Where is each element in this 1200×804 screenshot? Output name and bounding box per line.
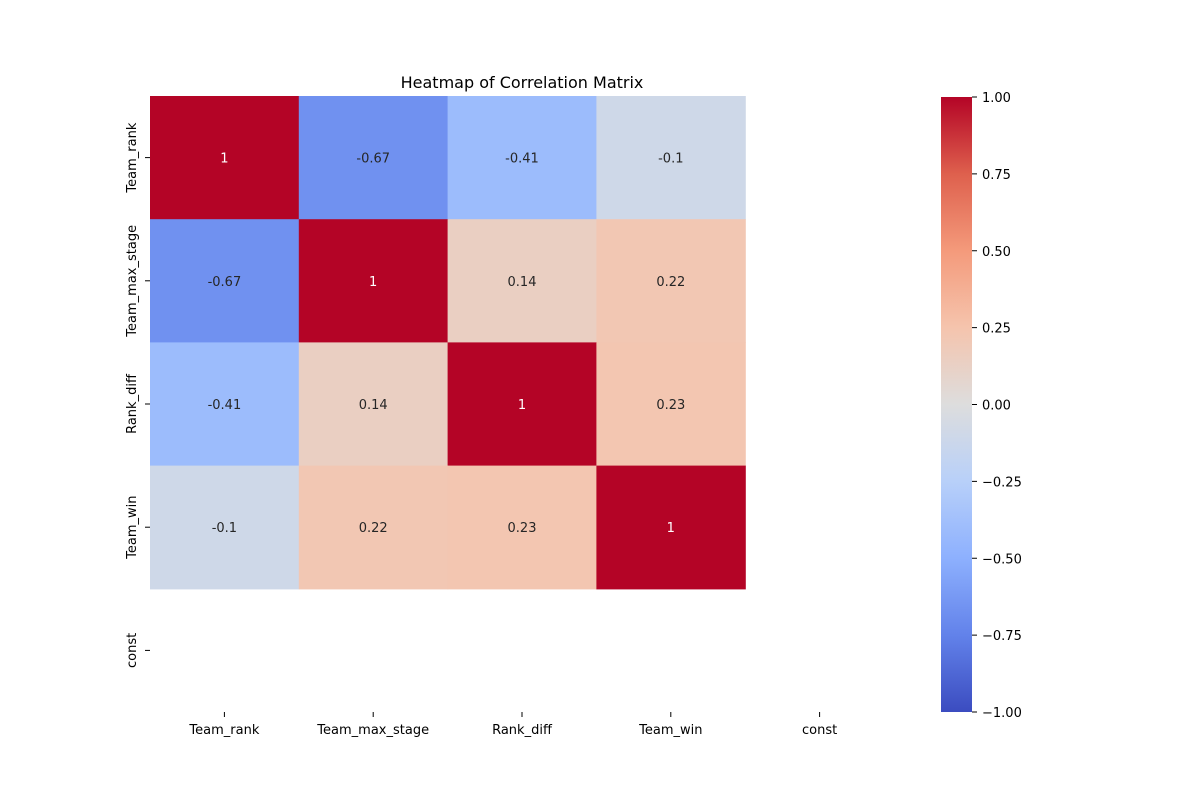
cell-annotation: 0.22	[359, 521, 388, 536]
colorbar-tick-label: 0.75	[982, 168, 1011, 183]
heatmap-cell	[298, 96, 449, 220]
heatmap-cell	[298, 342, 449, 467]
cell-annotation: 0.14	[359, 398, 388, 413]
chart-title: Heatmap of Correlation Matrix	[401, 73, 644, 92]
cell-annotation: 1	[518, 398, 526, 413]
colorbar-tick-label: 0.50	[982, 245, 1011, 260]
heatmap-cell	[150, 96, 300, 220]
cell-annotation: 0.14	[508, 275, 537, 290]
heatmap-cell	[298, 219, 449, 343]
heatmap-cell	[447, 219, 597, 343]
y-tick-label: const	[125, 633, 140, 668]
cell-annotation: 0.23	[656, 398, 685, 413]
colorbar-tick-label: −0.25	[982, 475, 1022, 490]
y-axis: Team_rank Team_max_stage Rank_diff Team_win…	[125, 122, 150, 668]
heatmap-cell	[596, 342, 746, 467]
cell-annotation: -0.1	[658, 152, 683, 167]
cell-annotation: -0.41	[208, 398, 242, 413]
heatmap-cell	[596, 96, 746, 220]
x-axis: Team_rank Team_max_stage Rank_diff Team_win…	[188, 712, 837, 738]
heatmap-cell	[298, 465, 449, 590]
cell-annotation: 0.23	[508, 521, 537, 536]
heatmap-cell	[150, 219, 300, 343]
x-tick-label: Team_win	[638, 723, 702, 738]
colorbar-tick-label: −1.00	[982, 706, 1022, 721]
y-tick-label: Team_rank	[125, 122, 140, 193]
y-tick-label: Team_win	[125, 496, 140, 560]
cell-annotation: -0.67	[208, 275, 242, 290]
x-tick-label: const	[802, 723, 837, 738]
cell-annotation: 1	[369, 275, 377, 290]
heatmap-cell	[447, 465, 597, 590]
colorbar: 1.00 0.75 0.50 0.25 0.00 −0.25 −0.50 −0.75 −1.00	[941, 91, 1022, 721]
heatmap-cell	[596, 465, 746, 590]
colorbar-tick-label: 0.25	[982, 322, 1011, 337]
heatmap-cell	[150, 465, 300, 590]
cell-annotation: 0.22	[656, 275, 685, 290]
cell-annotation: 1	[220, 152, 228, 167]
colorbar-tick-label: 0.00	[982, 399, 1011, 414]
cell-annotation: -0.41	[505, 152, 539, 167]
colorbar-tick-label: −0.50	[982, 552, 1022, 567]
y-tick-label: Team_max_stage	[125, 225, 140, 338]
heatmap-cells	[150, 96, 746, 590]
x-tick-label: Rank_diff	[492, 723, 553, 738]
heatmap-cell	[150, 342, 300, 467]
heatmap-cell	[447, 96, 597, 220]
heatmap-cell	[596, 219, 746, 343]
cell-annotation: -0.1	[212, 521, 237, 536]
heatmap-annotations: 1 -0.67 -0.41 -0.1 -0.67 1 0.14 0.22 -0.41 0.14 1 0…	[208, 152, 686, 537]
colorbar-gradient	[941, 97, 972, 712]
colorbar-tick-label: −0.75	[982, 629, 1022, 644]
x-tick-label: Team_rank	[188, 723, 259, 738]
cell-annotation: -0.67	[356, 152, 390, 167]
y-tick-label: Rank_diff	[125, 373, 140, 434]
heatmap-cell	[447, 342, 597, 467]
x-tick-label: Team_max_stage	[316, 723, 429, 738]
colorbar-tick-label: 1.00	[982, 91, 1011, 106]
cell-annotation: 1	[667, 521, 675, 536]
